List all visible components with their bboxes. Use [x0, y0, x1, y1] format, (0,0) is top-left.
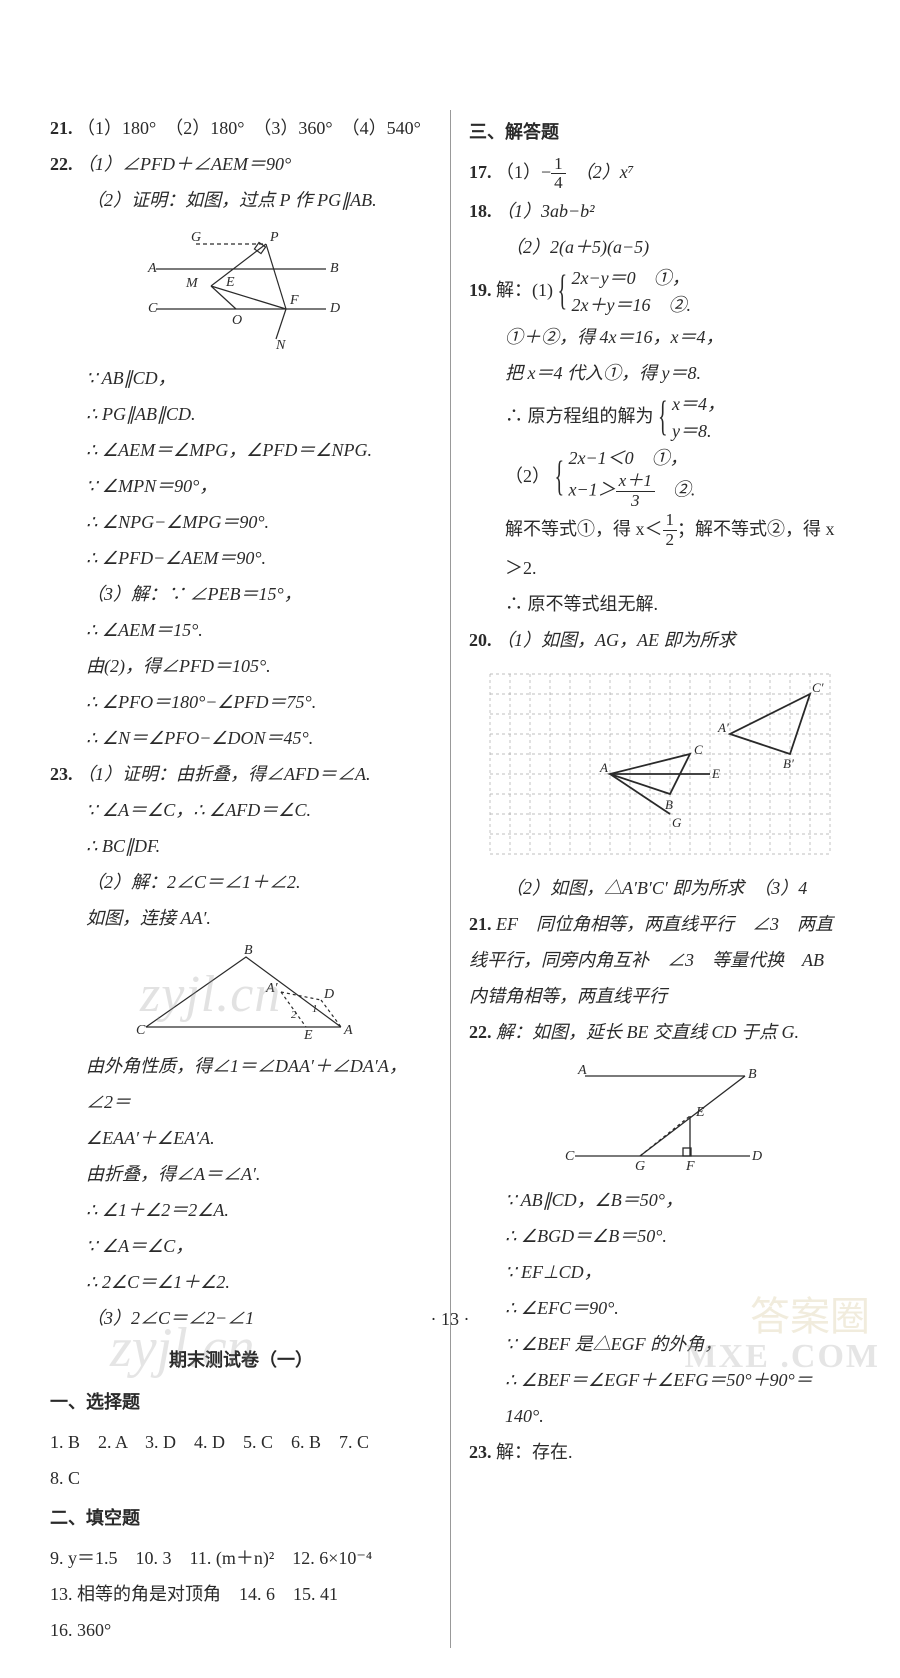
svg-text:D: D: [329, 301, 340, 316]
svg-text:E: E: [303, 1028, 313, 1042]
svg-text:B: B: [244, 943, 253, 958]
svg-text:C: C: [136, 1023, 146, 1038]
qnum: 21.: [50, 118, 73, 138]
watermark-3: MXE .COM: [685, 1338, 880, 1376]
mc-l1: 1. B 2. A 3. D 4. D 5. C 6. B 7. C: [50, 1424, 432, 1460]
system-1: 2x−y＝0 ①， 2x＋y＝16 ②.: [558, 265, 691, 319]
svg-text:C: C: [565, 1149, 575, 1164]
svg-text:C: C: [148, 301, 158, 316]
grid-h: [490, 674, 830, 854]
fb-l2: 13. 相等的角是对顶角 14. 6 15. 41: [50, 1576, 432, 1612]
watermark-4: 答案圈: [750, 1284, 870, 1342]
svg-text:A: A: [343, 1023, 353, 1038]
q23-block1: ∵ ∠A＝∠C，∴ ∠AFD＝∠C. ∴ BC∥DF. （2）解：2∠C＝∠1＋…: [50, 792, 432, 936]
svg-text:D: D: [323, 987, 334, 1002]
svg-text:A: A: [577, 1063, 587, 1078]
svg-text:E: E: [711, 766, 720, 781]
solution-1: x＝4， y＝8.: [658, 391, 725, 445]
q21-left: 21. （1）180° （2）180° （3）360° （4）540°: [50, 110, 432, 146]
svg-text:2: 2: [291, 1009, 297, 1021]
system-2: 2x−1＜0 ①， x−1＞x＋13 ②.: [555, 445, 696, 511]
qnum: 22.: [50, 154, 73, 174]
q22-p2: （2）证明：如图，过点 P 作 PG∥AB.: [50, 182, 432, 218]
mc-head: 一、选择题: [50, 1384, 432, 1420]
svg-text:E: E: [225, 275, 235, 290]
svg-text:N: N: [275, 338, 286, 353]
svg-text:G: G: [635, 1159, 645, 1174]
svg-text:O: O: [232, 313, 242, 328]
svg-text:C′: C′: [812, 680, 824, 695]
svg-text:G: G: [672, 815, 682, 830]
q22-figure: G P A B M E C O F D N: [50, 224, 432, 354]
q20r: 20. （1）如图，AG，AE 即为所求: [469, 622, 850, 658]
ans-head: 三、解答题: [469, 114, 850, 150]
q19r: 19. 解：(1) 2x−y＝0 ①， 2x＋y＝16 ②.: [469, 265, 850, 319]
mc-l2: 8. C: [50, 1460, 432, 1496]
svg-text:B: B: [330, 261, 339, 276]
svg-text:B: B: [665, 797, 673, 812]
fb-l3: 16. 360°: [50, 1612, 432, 1648]
right-column: 三、解答题 17. （1）−14 （2）x⁷ 18. （1）3ab−b² （2）…: [450, 110, 860, 1648]
page-root: 21. （1）180° （2）180° （3）360° （4）540° 22. …: [0, 0, 900, 1678]
q23-left: 23. （1）证明：由折叠，得∠AFD＝∠A.: [50, 756, 432, 792]
svg-text:F: F: [289, 293, 299, 308]
q22r-figure: A B E C G F D: [469, 1056, 850, 1176]
svg-text:E: E: [695, 1105, 705, 1120]
svg-text:A: A: [599, 760, 608, 775]
svg-text:A: A: [147, 261, 157, 276]
svg-text:C: C: [694, 742, 703, 757]
q20-figure: A B C E G A′ B′ C′: [469, 664, 850, 864]
svg-text:P: P: [269, 230, 279, 245]
watermark-2: zyjl.cn: [110, 1316, 255, 1380]
svg-text:M: M: [185, 276, 199, 291]
q22r: 22. 解：如图，延长 BE 交直线 CD 于点 G.: [469, 1014, 850, 1050]
svg-text:B: B: [748, 1067, 757, 1082]
left-column: 21. （1）180° （2）180° （3）360° （4）540° 22. …: [40, 110, 450, 1648]
svg-text:1: 1: [312, 1003, 318, 1015]
q22-p1: （1）∠PFD＋∠AEM＝90°: [77, 154, 291, 174]
q17r: 17. （1）−14 （2）x⁷: [469, 154, 850, 193]
q21-text: （1）180° （2）180° （3）360° （4）540°: [77, 118, 421, 138]
q22-svg: G P A B M E C O F D N: [136, 224, 346, 354]
q22r-svg: A B E C G F D: [550, 1056, 770, 1176]
svg-text:B′: B′: [783, 756, 794, 771]
svg-text:A′: A′: [717, 720, 729, 735]
fb-head: 二、填空题: [50, 1500, 432, 1536]
watermark-1: zyjl.cn: [140, 965, 281, 1024]
q23-block2: 由外角性质，得∠1＝∠DAA′＋∠DA′A，∠2＝ ∠EAA′＋∠EA′A. 由…: [50, 1048, 432, 1336]
q22-proof: ∵ AB∥CD， ∴ PG∥AB∥CD. ∴ ∠AEM＝∠MPG，∠PFD＝∠N…: [50, 360, 432, 756]
q21r: 21. EF 同位角相等，两直线平行 ∠3 两直线平行，同旁内角互补 ∠3 等量…: [469, 906, 850, 1014]
svg-text:F: F: [685, 1159, 695, 1174]
grid-v: [490, 674, 830, 854]
qnum: 23.: [50, 764, 73, 784]
q20-svg: A B C E G A′ B′ C′: [480, 664, 840, 864]
q22-left: 22. （1）∠PFD＋∠AEM＝90°: [50, 146, 432, 182]
svg-text:D: D: [751, 1149, 762, 1164]
fb-l1: 9. y＝1.5 10. 3 11. (m＋n)² 12. 6×10⁻⁴: [50, 1540, 432, 1576]
q18r: 18. （1）3ab−b²: [469, 193, 850, 229]
svg-text:G: G: [191, 230, 201, 245]
q23r: 23. 解：存在.: [469, 1434, 850, 1470]
